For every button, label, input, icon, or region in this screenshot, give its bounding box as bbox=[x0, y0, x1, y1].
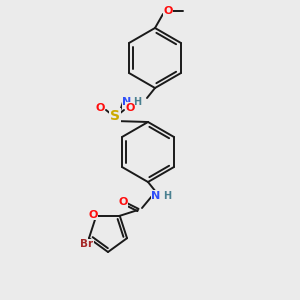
Text: N: N bbox=[152, 191, 160, 201]
Text: O: O bbox=[118, 197, 128, 207]
Text: H: H bbox=[163, 191, 171, 201]
Text: H: H bbox=[133, 97, 141, 107]
Text: O: O bbox=[88, 210, 98, 220]
Text: N: N bbox=[122, 97, 132, 107]
Text: S: S bbox=[110, 109, 120, 123]
Text: O: O bbox=[125, 103, 135, 113]
Text: O: O bbox=[95, 103, 105, 113]
Text: Br: Br bbox=[80, 239, 94, 249]
Text: O: O bbox=[163, 6, 173, 16]
